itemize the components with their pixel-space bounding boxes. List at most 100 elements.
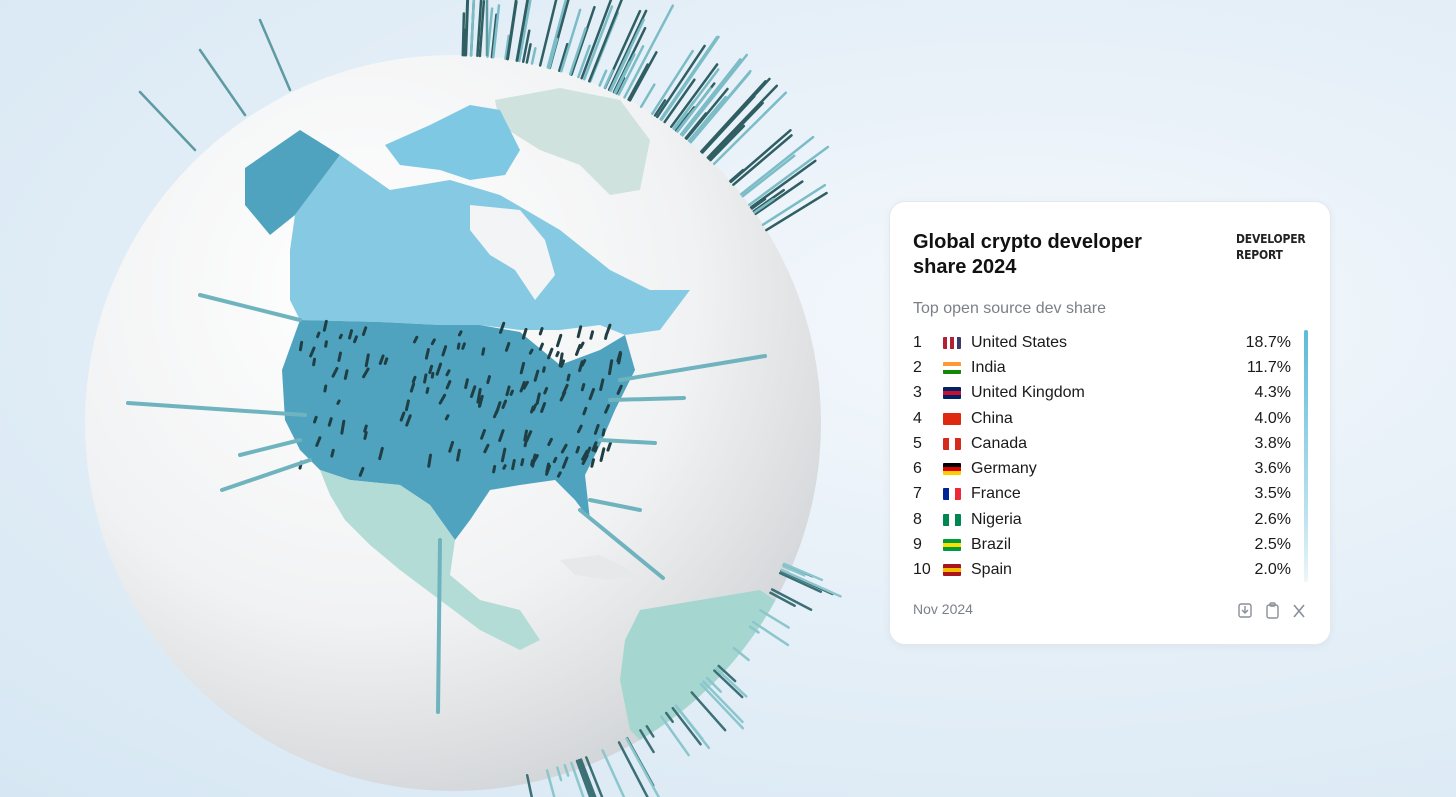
spike [424,347,430,360]
report-badge[interactable]: DEVELOPER REPORT [1236,232,1306,262]
spike [748,625,760,634]
spike [498,429,505,442]
spike [538,342,544,351]
spike [412,335,419,344]
spike [608,359,614,376]
spike [502,464,507,470]
country: Nigeria [971,510,1022,528]
spike [709,124,746,162]
spike [559,8,582,73]
south-america [620,590,790,760]
spike [529,405,535,414]
spike [705,676,723,693]
spike [411,375,417,384]
spike [545,464,552,476]
spike [324,340,328,348]
spike [575,759,592,797]
rank: 1 [913,333,922,351]
spike [627,63,649,101]
spike [653,99,667,117]
spike [599,447,606,462]
spike [570,761,585,797]
country: Germany [971,460,1037,478]
ranking-list: 1 United States 18.7% 2 India 11.7% 3 United Ki… [913,330,1291,583]
spike [438,393,447,405]
spike [556,471,562,478]
spike [548,37,559,70]
scrollbar[interactable] [1304,330,1308,582]
spike [582,5,614,81]
country: China [971,409,1013,427]
spike [138,90,197,152]
spike [741,154,796,198]
mexico [320,470,540,650]
spike [323,384,328,393]
spike [593,445,598,453]
land [245,88,790,760]
spike [423,373,428,384]
flag [943,463,961,476]
card-date: Nov 2024 [913,601,973,617]
spike [577,44,591,79]
spike [198,293,302,322]
spike [363,424,368,433]
spike [336,399,341,405]
spike [476,0,483,58]
rank: 10 [913,561,931,579]
spike [509,389,514,396]
spike [520,458,525,467]
spike [729,168,745,183]
share: 3.5% [1254,485,1291,503]
rank: 8 [913,510,922,528]
spike [483,443,490,454]
share: 18.7% [1245,333,1291,351]
spike [606,440,613,452]
country: United Kingdom [971,384,1085,402]
spike [707,101,764,160]
spike [783,562,824,582]
spike [578,360,584,373]
spike [327,417,333,427]
report-card: Global crypto developer share 2024 DEVEL… [889,201,1331,645]
flag [943,564,961,577]
share-icons [1238,602,1305,619]
spike [348,329,354,340]
spike [616,350,622,363]
spike [552,456,558,464]
spike [625,737,661,797]
download-icon[interactable] [1238,603,1252,618]
spike [525,43,532,64]
spike [780,568,842,598]
spike [521,29,531,64]
spike [670,63,719,128]
spike [679,58,742,136]
x-icon[interactable] [1293,604,1305,618]
spike [617,45,645,96]
spike [525,774,534,797]
spike [330,448,335,458]
spike [623,4,675,99]
spike [343,369,349,380]
spike [585,756,604,797]
spike [501,399,508,409]
spike [519,380,526,393]
spike [461,342,466,350]
spike [258,18,292,92]
spike [546,0,568,69]
spike [480,428,486,440]
flag [943,336,961,349]
spike [598,438,657,445]
spike [445,369,451,377]
spike [753,198,775,214]
country: Spain [971,561,1012,579]
share: 2.5% [1254,536,1291,554]
copy-icon[interactable] [1266,602,1279,619]
spike [312,357,317,367]
spike [580,0,613,80]
spike [699,682,745,730]
spike [558,352,564,368]
spike [364,353,370,368]
spike [639,83,656,108]
spike [739,135,815,196]
